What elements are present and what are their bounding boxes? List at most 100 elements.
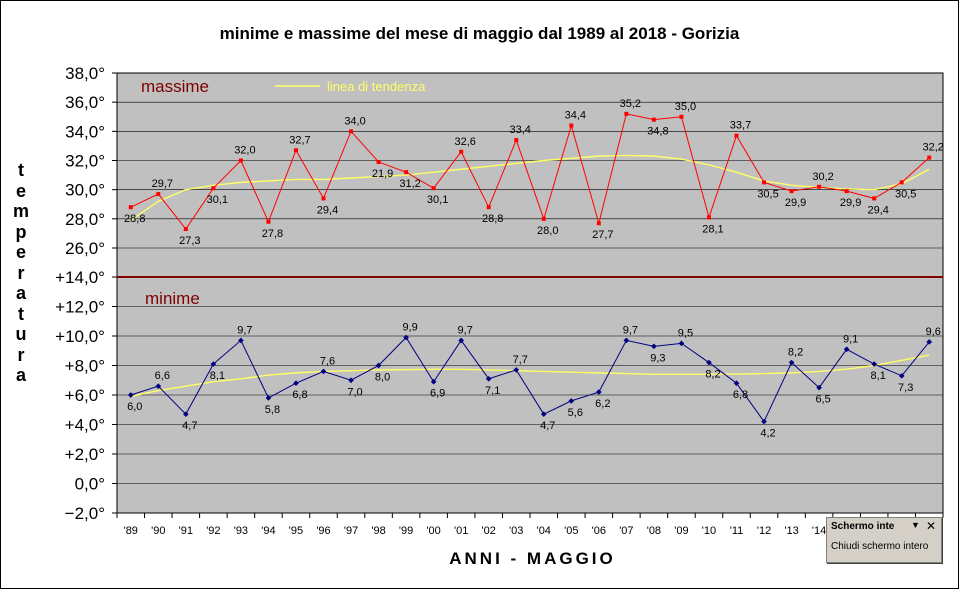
x-tick-label: '98 xyxy=(371,525,385,537)
data-point-massime xyxy=(486,205,491,210)
data-point-massime xyxy=(128,205,133,210)
data-point-massime xyxy=(817,184,822,189)
data-point-minime xyxy=(816,384,822,391)
data-label-massime: 28,8 xyxy=(482,213,503,225)
data-point-minime xyxy=(926,339,933,345)
data-label-massime: 27,8 xyxy=(262,228,283,240)
x-tick-label: '09 xyxy=(674,525,688,537)
data-point-minime xyxy=(898,372,905,379)
data-point-massime xyxy=(679,114,684,119)
y-tick-label: 34,0° xyxy=(65,122,105,141)
data-point-minime xyxy=(320,368,327,375)
y-axis-label-letter: t xyxy=(18,160,24,180)
close-icon[interactable]: ✕ xyxy=(926,519,937,533)
data-label-minime: 4,2 xyxy=(760,428,775,440)
data-point-minime xyxy=(127,392,134,398)
data-label-massime: 32,7 xyxy=(289,134,310,146)
y-tick-label: +8,0° xyxy=(65,357,105,376)
data-label-massime: 29,7 xyxy=(152,178,173,190)
data-point-minime xyxy=(568,398,575,404)
data-point-massime xyxy=(541,216,546,221)
x-tick-label: '10 xyxy=(702,525,716,537)
data-label-minime: 6,5 xyxy=(815,394,830,406)
data-label-massime: 35,0 xyxy=(675,101,696,113)
x-tick-label: '96 xyxy=(316,525,330,537)
x-tick-label: '92 xyxy=(206,525,220,537)
toolbar-titlebar[interactable]: Schermo inte ▼ ✕ xyxy=(829,519,939,535)
trend-line-massime xyxy=(130,154,930,221)
x-tick-label: '02 xyxy=(482,525,496,537)
y-axis-label-letter: e xyxy=(15,180,26,201)
data-label-minime: 6,2 xyxy=(595,398,610,410)
series-label-massime: massime xyxy=(141,77,209,96)
data-point-minime xyxy=(458,337,464,344)
data-label-minime: 7,7 xyxy=(513,354,528,366)
x-tick-label: '01 xyxy=(454,525,468,537)
y-tick-label: 36,0° xyxy=(65,93,105,112)
data-point-massime xyxy=(183,227,188,232)
data-label-massime: 21,9 xyxy=(372,168,393,180)
data-point-minime xyxy=(375,362,382,369)
data-point-minime xyxy=(733,380,740,387)
y-tick-label: −2,0° xyxy=(65,504,105,523)
x-tick-label: '07 xyxy=(619,525,633,537)
data-point-minime xyxy=(430,378,437,385)
data-label-massime: 30,5 xyxy=(757,188,778,200)
data-label-massime: 29,9 xyxy=(840,197,861,209)
data-label-minime: 6,8 xyxy=(292,389,307,401)
trend-line-minime xyxy=(130,354,930,398)
x-tick-label: '93 xyxy=(234,525,248,537)
data-label-massime: 30,2 xyxy=(812,171,833,183)
y-axis-label-letter: a xyxy=(15,365,26,385)
data-point-minime xyxy=(706,359,712,366)
data-label-minime: 9,7 xyxy=(237,324,252,336)
data-label-massime: 29,4 xyxy=(867,204,888,216)
y-tick-label: +14,0° xyxy=(55,268,105,287)
x-tick-label: '14 xyxy=(812,525,826,537)
data-label-minime: 4,7 xyxy=(540,420,555,432)
data-point-massime xyxy=(376,159,381,164)
data-label-massime: 28,8 xyxy=(124,213,145,225)
data-point-minime xyxy=(596,389,602,395)
data-label-massime: 28,0 xyxy=(537,225,558,237)
y-axis-label-letter: t xyxy=(18,303,24,324)
data-point-massime xyxy=(404,170,409,175)
data-label-massime: 33,7 xyxy=(730,120,751,132)
data-label-massime: 33,4 xyxy=(510,124,531,136)
data-label-massime: 35,2 xyxy=(620,98,641,110)
y-tick-label: 26,0° xyxy=(65,239,105,258)
data-label-massime: 34,0 xyxy=(344,115,365,127)
y-axis-label-letter: r xyxy=(17,344,25,365)
data-label-minime: 6,6 xyxy=(155,370,170,382)
data-point-minime xyxy=(623,337,630,344)
toolbar-title: Schermo inte xyxy=(831,521,895,532)
y-tick-label: +4,0° xyxy=(65,416,105,435)
close-full-screen-button[interactable]: Chiudi schermo intero xyxy=(831,541,929,552)
data-label-massime: 28,1 xyxy=(702,223,723,235)
data-point-massime xyxy=(872,196,877,201)
data-label-minime: 9,7 xyxy=(458,324,473,336)
data-label-massime: 30,1 xyxy=(207,194,228,206)
x-tick-label: '06 xyxy=(592,525,606,537)
full-screen-toolbar[interactable]: Schermo inte ▼ ✕ Chiudi schermo intero xyxy=(826,517,942,563)
data-label-minime: 6,9 xyxy=(430,388,445,400)
data-label-minime: 9,9 xyxy=(402,321,417,333)
data-point-massime xyxy=(266,219,271,224)
chevron-down-icon[interactable]: ▼ xyxy=(911,520,920,530)
data-label-minime: 9,5 xyxy=(678,327,693,339)
x-tick-label: '91 xyxy=(179,525,193,537)
data-label-massime: 29,9 xyxy=(785,197,806,209)
x-tick-label: '08 xyxy=(647,525,661,537)
y-axis-label-letter: r xyxy=(17,262,25,283)
data-point-massime xyxy=(293,148,298,153)
y-tick-label: 38,0° xyxy=(65,64,105,83)
data-label-massime: 31,2 xyxy=(399,178,420,190)
data-point-massime xyxy=(156,192,161,197)
data-point-minime xyxy=(155,383,162,389)
y-tick-label: +6,0° xyxy=(65,386,105,405)
x-tick-label: '94 xyxy=(261,525,275,537)
y-tick-label: +2,0° xyxy=(65,445,105,464)
data-point-minime xyxy=(183,411,189,418)
chart-title: minime e massime del mese di maggio dal … xyxy=(219,24,740,43)
